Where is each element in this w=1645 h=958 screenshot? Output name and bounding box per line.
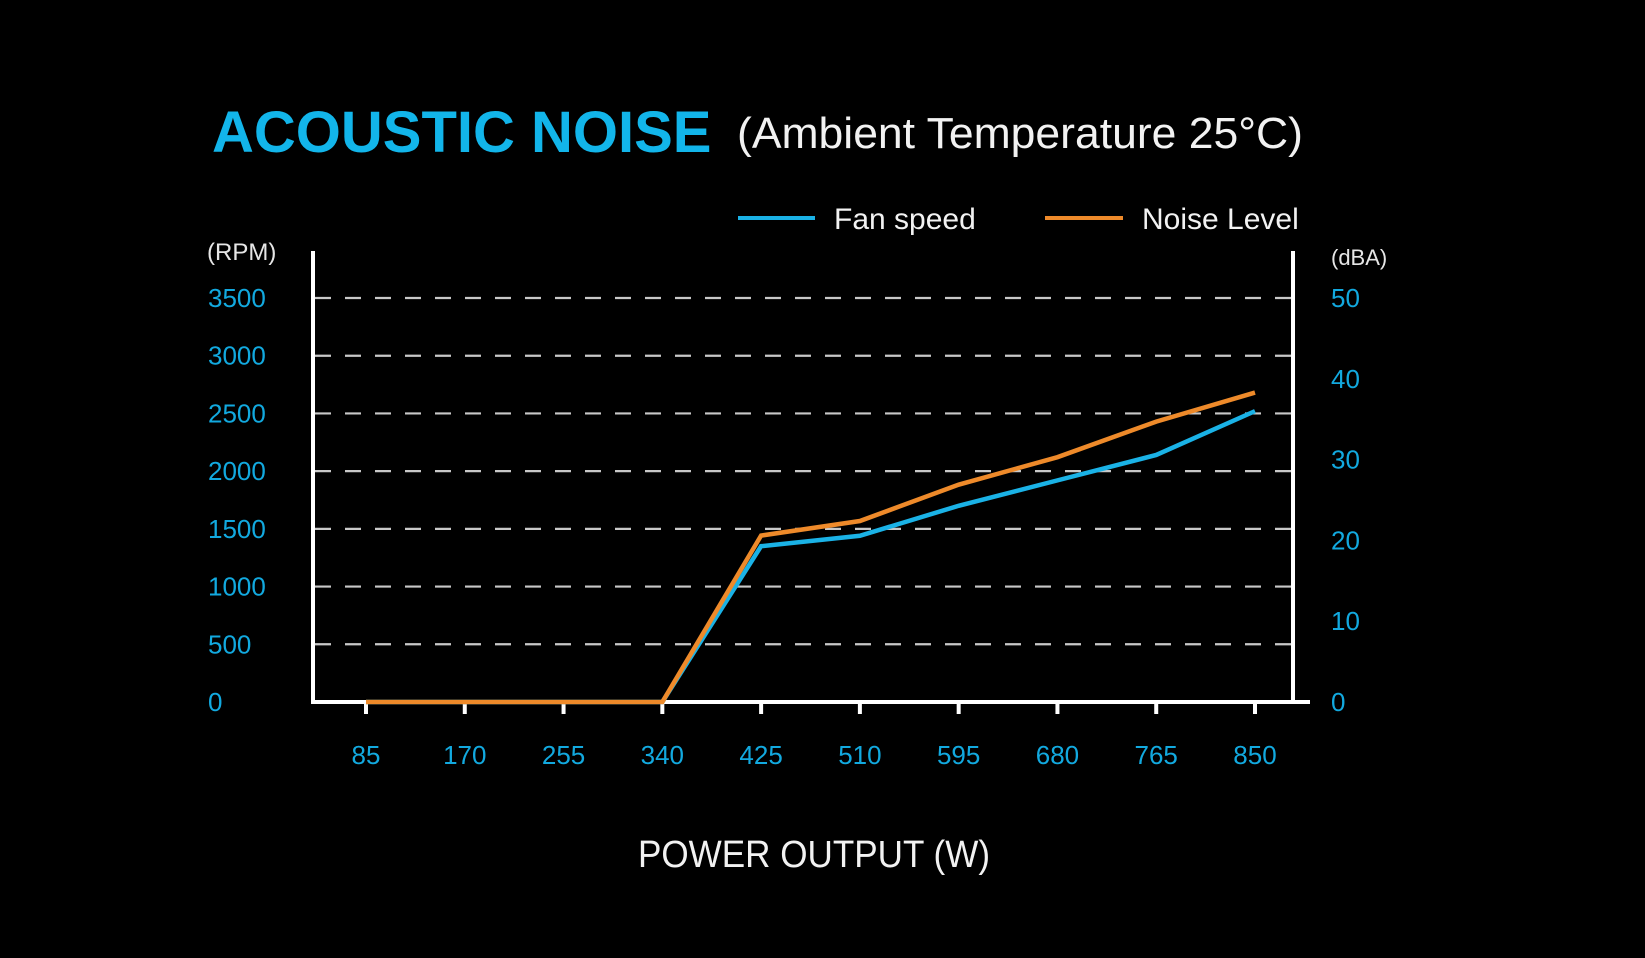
x-tick-label: 170 bbox=[443, 740, 486, 770]
series-lines bbox=[365, 390, 1256, 705]
y-left-tick-label: 2500 bbox=[208, 398, 266, 428]
x-tick-labels: 85 170 255 340 425 510 595 680 765 850 bbox=[352, 740, 1277, 770]
y-right-tick-label: 10 bbox=[1331, 606, 1360, 636]
y-right-tick-label: 50 bbox=[1331, 283, 1360, 313]
y-left-tick-label: 500 bbox=[208, 629, 251, 659]
y-left-tick-labels: 0 500 1000 1500 2000 2500 3000 3500 bbox=[208, 283, 266, 717]
y-left-tick-label: 1500 bbox=[208, 514, 266, 544]
chart-title: ACOUSTIC NOISE bbox=[212, 100, 712, 165]
y-left-unit-label: (RPM) bbox=[207, 239, 276, 266]
y-right-tick-label: 20 bbox=[1331, 525, 1360, 555]
chart-subtitle: (Ambient Temperature 25°C) bbox=[737, 109, 1303, 158]
y-left-tick-label: 3500 bbox=[208, 283, 266, 313]
x-tick-label: 595 bbox=[937, 740, 980, 770]
y-left-tick-label: 2000 bbox=[208, 456, 266, 486]
y-right-tick-label: 30 bbox=[1331, 445, 1360, 475]
x-tick-label: 340 bbox=[641, 740, 684, 770]
x-tick-label: 510 bbox=[838, 740, 881, 770]
y-left-tick-label: 1000 bbox=[208, 572, 266, 602]
x-tick-label: 255 bbox=[542, 740, 585, 770]
x-tick-label: 425 bbox=[739, 740, 782, 770]
y-right-tick-label: 0 bbox=[1331, 687, 1345, 717]
x-axis-label: POWER OUTPUT (W) bbox=[638, 834, 990, 876]
y-right-unit-label: (dBA) bbox=[1331, 245, 1387, 270]
y-left-tick-label: 3000 bbox=[208, 341, 266, 371]
legend-label-fan-speed: Fan speed bbox=[834, 203, 976, 236]
legend: Fan speed Noise Level bbox=[738, 203, 1299, 236]
x-tick-label: 765 bbox=[1135, 740, 1178, 770]
y-left-tick-label: 0 bbox=[208, 687, 222, 717]
legend-label-noise-level: Noise Level bbox=[1142, 203, 1299, 236]
x-tick-label: 85 bbox=[352, 740, 381, 770]
y-right-tick-labels: 0 10 20 30 40 50 bbox=[1331, 283, 1360, 717]
x-tick-label: 850 bbox=[1233, 740, 1276, 770]
y-right-tick-label: 40 bbox=[1331, 364, 1360, 394]
x-tick-label: 680 bbox=[1036, 740, 1079, 770]
series-line-noise-level bbox=[366, 390, 1256, 705]
